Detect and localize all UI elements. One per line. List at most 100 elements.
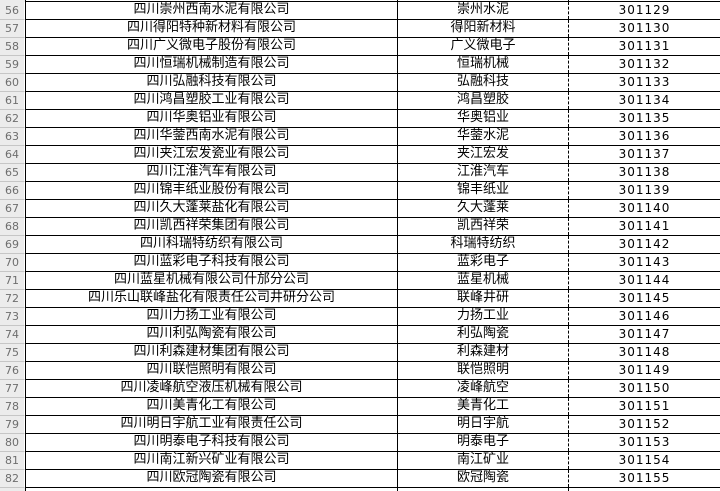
code-cell[interactable]: 301139 xyxy=(568,182,720,199)
row-number[interactable]: 76 xyxy=(0,362,25,380)
code-cell[interactable]: 301138 xyxy=(568,164,720,181)
row-number[interactable]: 60 xyxy=(0,74,25,92)
company-name-cell[interactable]: 四川蓝星机械有限公司什邡分公司 xyxy=(25,272,398,289)
row-number[interactable]: 56 xyxy=(0,2,25,20)
short-name-cell[interactable]: 蓝彩电子 xyxy=(456,254,509,269)
company-name-cell[interactable]: 四川蓝彩电子科技有限公司 xyxy=(25,254,398,271)
short-name-cell[interactable]: 锦丰纸业 xyxy=(456,182,509,197)
short-name-cell[interactable]: 恒瑞机械 xyxy=(456,56,509,71)
short-name-cell[interactable]: 联峰井研 xyxy=(456,290,509,305)
short-name-cell[interactable]: 华奥铝业 xyxy=(456,110,509,125)
row-number[interactable]: 57 xyxy=(0,20,25,38)
code-cell[interactable]: 301135 xyxy=(568,110,720,127)
company-name-cell[interactable]: 四川凌峰航空液压机械有限公司 xyxy=(25,380,398,397)
short-name-cell[interactable]: 科瑞特纺织 xyxy=(450,236,516,251)
company-name-cell[interactable]: 四川利弘陶瓷有限公司 xyxy=(25,326,398,343)
row-number[interactable]: 81 xyxy=(0,452,25,470)
company-name-cell[interactable]: 四川华奥铝业有限公司 xyxy=(25,110,398,127)
company-name-cell[interactable]: 四川广义微电子股份有限公司 xyxy=(25,38,398,55)
short-name-cell[interactable]: 利森建材 xyxy=(456,344,509,359)
code-cell[interactable]: 301146 xyxy=(568,308,720,325)
row-number[interactable]: 61 xyxy=(0,92,25,110)
code-cell[interactable]: 301147 xyxy=(568,326,720,343)
row-number[interactable]: 59 xyxy=(0,56,25,74)
short-name-cell[interactable]: 江淮汽车 xyxy=(456,164,509,179)
code-cell[interactable]: 301149 xyxy=(568,362,720,379)
code-cell[interactable]: 301142 xyxy=(568,236,720,253)
row-number[interactable]: 80 xyxy=(0,434,25,452)
company-name-cell[interactable]: 四川锦丰纸业股份有限公司 xyxy=(25,182,398,199)
short-name-cell[interactable]: 夹江宏发 xyxy=(456,146,509,161)
short-name-cell[interactable]: 凌峰航空 xyxy=(456,380,509,395)
code-cell[interactable]: 301153 xyxy=(568,434,720,451)
company-name-cell[interactable]: 四川乐山联峰盐化有限责任公司井研分公司 xyxy=(25,290,398,307)
row-number[interactable]: 70 xyxy=(0,254,25,272)
code-cell[interactable]: 301154 xyxy=(568,452,720,469)
code-cell[interactable]: 301129 xyxy=(568,2,720,19)
company-name-cell[interactable]: 四川恒瑞机械制造有限公司 xyxy=(25,56,398,73)
row-number[interactable]: 73 xyxy=(0,308,25,326)
short-name-cell[interactable]: 明日宇航 xyxy=(456,416,509,431)
code-cell[interactable]: 301150 xyxy=(568,380,720,397)
code-cell[interactable]: 301132 xyxy=(568,56,720,73)
row-number[interactable]: 74 xyxy=(0,326,25,344)
short-name-cell[interactable]: 明泰电子 xyxy=(456,434,509,449)
row-number[interactable]: 78 xyxy=(0,398,25,416)
short-name-cell[interactable]: 崇州水泥 xyxy=(456,2,509,17)
short-name-cell[interactable]: 广义微电子 xyxy=(450,38,516,53)
code-cell[interactable]: 301151 xyxy=(568,398,720,415)
company-name-cell[interactable]: 四川明日宇航工业有限责任公司 xyxy=(25,416,398,433)
company-name-cell[interactable]: 四川弘融科技有限公司 xyxy=(25,74,398,91)
row-number[interactable]: 66 xyxy=(0,182,25,200)
short-name-cell[interactable]: 联恺照明 xyxy=(456,362,509,377)
row-number[interactable]: 79 xyxy=(0,416,25,434)
company-name-cell[interactable]: 四川华蓥西南水泥有限公司 xyxy=(25,128,398,145)
company-name-cell[interactable]: 四川明泰电子科技有限公司 xyxy=(25,434,398,451)
code-cell[interactable]: 301130 xyxy=(568,20,720,37)
code-cell[interactable]: 301155 xyxy=(568,470,720,487)
short-name-cell[interactable]: 美青化工 xyxy=(456,398,509,413)
code-cell[interactable]: 301144 xyxy=(568,272,720,289)
company-name-cell[interactable]: 四川欧冠陶瓷有限公司 xyxy=(25,470,398,487)
company-name-cell[interactable]: 四川江淮汽车有限公司 xyxy=(25,164,398,181)
row-number[interactable]: 65 xyxy=(0,164,25,182)
company-name-cell[interactable]: 四川南江新兴矿业有限公司 xyxy=(25,452,398,469)
row-number[interactable]: 58 xyxy=(0,38,25,56)
code-cell[interactable]: 301137 xyxy=(568,146,720,163)
company-name-cell[interactable]: 四川力扬工业有限公司 xyxy=(25,308,398,325)
code-cell[interactable]: 301136 xyxy=(568,128,720,145)
company-name-cell[interactable]: 四川联恺照明有限公司 xyxy=(25,362,398,379)
company-name-cell[interactable]: 四川得阳特种新材料有限公司 xyxy=(25,20,398,37)
row-number[interactable]: 77 xyxy=(0,380,25,398)
code-cell[interactable]: 301152 xyxy=(568,416,720,433)
company-name-cell[interactable]: 四川鸿昌塑胶工业有限公司 xyxy=(25,92,398,109)
company-name-cell[interactable]: 四川利森建材集团有限公司 xyxy=(25,344,398,361)
code-cell[interactable]: 301143 xyxy=(568,254,720,271)
short-name-cell[interactable]: 华蓥水泥 xyxy=(456,128,509,143)
short-name-cell[interactable]: 南江矿业 xyxy=(456,452,509,467)
row-number[interactable]: 71 xyxy=(0,272,25,290)
company-name-cell[interactable]: 四川科瑞特纺织有限公司 xyxy=(25,236,398,253)
row-number[interactable]: 72 xyxy=(0,290,25,308)
company-name-cell[interactable]: 四川夹江宏发瓷业有限公司 xyxy=(25,146,398,163)
code-cell[interactable]: 301145 xyxy=(568,290,720,307)
short-name-cell[interactable]: 欧冠陶瓷 xyxy=(456,470,509,485)
short-name-cell[interactable]: 得阳新材料 xyxy=(450,20,516,35)
short-name-cell[interactable]: 鸿昌塑胶 xyxy=(456,92,509,107)
company-name-cell[interactable]: 四川久大蓬莱盐化有限公司 xyxy=(25,200,398,217)
row-number[interactable]: 67 xyxy=(0,200,25,218)
row-number[interactable]: 68 xyxy=(0,218,25,236)
row-number[interactable]: 82 xyxy=(0,470,25,488)
code-cell[interactable]: 301140 xyxy=(568,200,720,217)
short-name-cell[interactable]: 久大蓬莱 xyxy=(456,200,509,215)
short-name-cell[interactable]: 利弘陶瓷 xyxy=(456,326,509,341)
code-cell[interactable]: 301148 xyxy=(568,344,720,361)
company-name-cell[interactable]: 四川崇州西南水泥有限公司 xyxy=(25,2,398,19)
row-number[interactable]: 69 xyxy=(0,236,25,254)
code-cell[interactable]: 301133 xyxy=(568,74,720,91)
code-cell[interactable]: 301131 xyxy=(568,38,720,55)
code-cell[interactable]: 301134 xyxy=(568,92,720,109)
row-number[interactable]: 63 xyxy=(0,128,25,146)
short-name-cell[interactable]: 力扬工业 xyxy=(456,308,509,323)
row-number[interactable]: 62 xyxy=(0,110,25,128)
